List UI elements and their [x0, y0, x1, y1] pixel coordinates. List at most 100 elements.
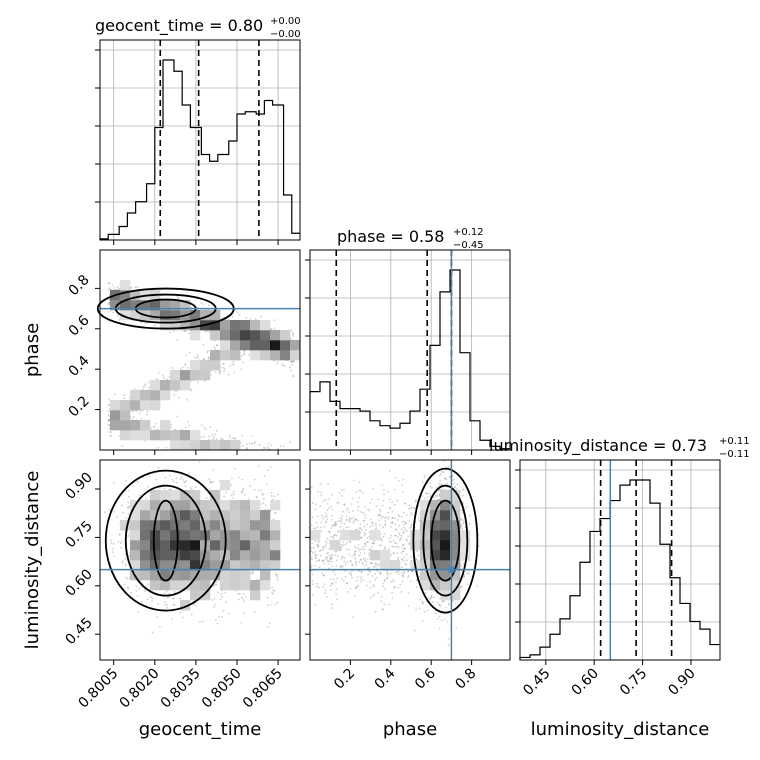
scatter-point: [172, 480, 175, 483]
scatter-point: [222, 363, 225, 365]
scatter-point: [271, 586, 274, 589]
scatter-point: [138, 412, 141, 415]
y-tick-label: 0.4: [66, 353, 93, 380]
scatter-point: [190, 388, 193, 391]
scatter-point: [190, 613, 193, 616]
scatter-point: [249, 485, 251, 487]
scatter-point: [112, 542, 115, 545]
scatter-point: [232, 493, 235, 496]
scatter-point: [277, 448, 279, 450]
scatter-point: [133, 387, 136, 390]
title-phase: phase = 0.58 +0.12 −0.45: [337, 227, 484, 251]
density-cell: [220, 440, 231, 451]
scatter-point: [153, 425, 155, 428]
scatter-point: [103, 511, 106, 514]
scatter-point: [123, 394, 126, 396]
scatter-point: [243, 600, 245, 603]
scatter-point: [204, 330, 207, 333]
scatter-point: [234, 437, 237, 440]
density-cell: [200, 370, 211, 381]
scatter-point: [215, 583, 218, 586]
scatter-point: [127, 506, 130, 509]
scatter-point: [184, 364, 186, 367]
scatter-point: [232, 360, 235, 363]
scatter-point: [150, 596, 153, 598]
density-cell: [150, 380, 161, 391]
scatter-point: [273, 495, 276, 498]
scatter-point: [164, 476, 167, 479]
scatter-point: [135, 585, 138, 588]
scatter-point: [146, 598, 149, 601]
scatter-point: [194, 604, 197, 607]
scatter-point: [108, 398, 111, 401]
scatter-point: [169, 474, 171, 477]
scatter-point: [116, 286, 119, 288]
scatter-point: [156, 616, 159, 619]
scatter-point: [260, 503, 263, 505]
scatter-point: [218, 371, 220, 373]
scatter-point: [112, 551, 114, 554]
scatter-point: [232, 491, 235, 493]
scatter-point: [240, 491, 243, 494]
density-cell: [250, 340, 261, 351]
scatter-point: [120, 546, 122, 549]
scatter-point: [180, 428, 183, 431]
density-cell: [180, 430, 191, 441]
scatter-point: [205, 428, 207, 431]
scatter-point: [174, 428, 176, 431]
density-cell: [180, 380, 191, 391]
density-cell: [240, 320, 251, 331]
histogram-step: [99, 59, 300, 240]
density-cell: [160, 380, 171, 391]
scatter-point: [119, 542, 122, 545]
scatter-point: [203, 358, 206, 360]
scatter-point: [238, 476, 241, 479]
scatter-point: [214, 603, 216, 606]
scatter-point: [118, 318, 121, 321]
density-cell: [240, 330, 251, 341]
hist-geocent-time: [95, 39, 301, 245]
scatter-point: [138, 494, 141, 497]
scatter-point: [253, 442, 256, 445]
scatter-point: [276, 362, 278, 365]
density-cell: [160, 430, 171, 441]
scatter-point: [231, 315, 234, 318]
density-cell: [120, 430, 131, 441]
scatter-point: [166, 606, 168, 609]
scatter-point: [163, 604, 166, 607]
scatter-point: [270, 495, 273, 497]
scatter-point: [117, 540, 120, 543]
scatter-point: [232, 363, 235, 366]
density-cell: [150, 400, 161, 411]
density-cell: [220, 320, 231, 331]
scatter-point: [165, 446, 168, 449]
scatter-point: [273, 319, 276, 322]
scatter-point: [267, 446, 269, 449]
density-cell: [150, 310, 161, 321]
scatter-point: [214, 433, 217, 436]
scatter-point: [272, 589, 275, 592]
density-cell: [230, 350, 241, 361]
density-cell: [120, 280, 131, 291]
scatter-point: [202, 303, 205, 306]
scatter-point: [155, 478, 158, 481]
scatter-point: [214, 348, 217, 351]
scatter-point: [164, 601, 166, 603]
scatter-point: [291, 363, 293, 366]
scatter-point: [241, 434, 243, 437]
scatter-point: [108, 301, 110, 304]
scatter-point: [258, 465, 260, 467]
scatter-point: [266, 469, 269, 471]
panel-frame: [99, 39, 301, 241]
scatter-point: [131, 417, 134, 419]
density-cell: [190, 440, 201, 451]
scatter-point: [159, 625, 161, 628]
scatter-point: [113, 287, 115, 289]
hist-phase: [305, 249, 511, 455]
scatter-point: [255, 496, 258, 499]
scatter-point: [213, 436, 216, 438]
scatter-point: [263, 475, 266, 478]
scatter-point: [146, 410, 149, 413]
scatter-point: [270, 603, 273, 606]
density-cell: [260, 350, 271, 361]
